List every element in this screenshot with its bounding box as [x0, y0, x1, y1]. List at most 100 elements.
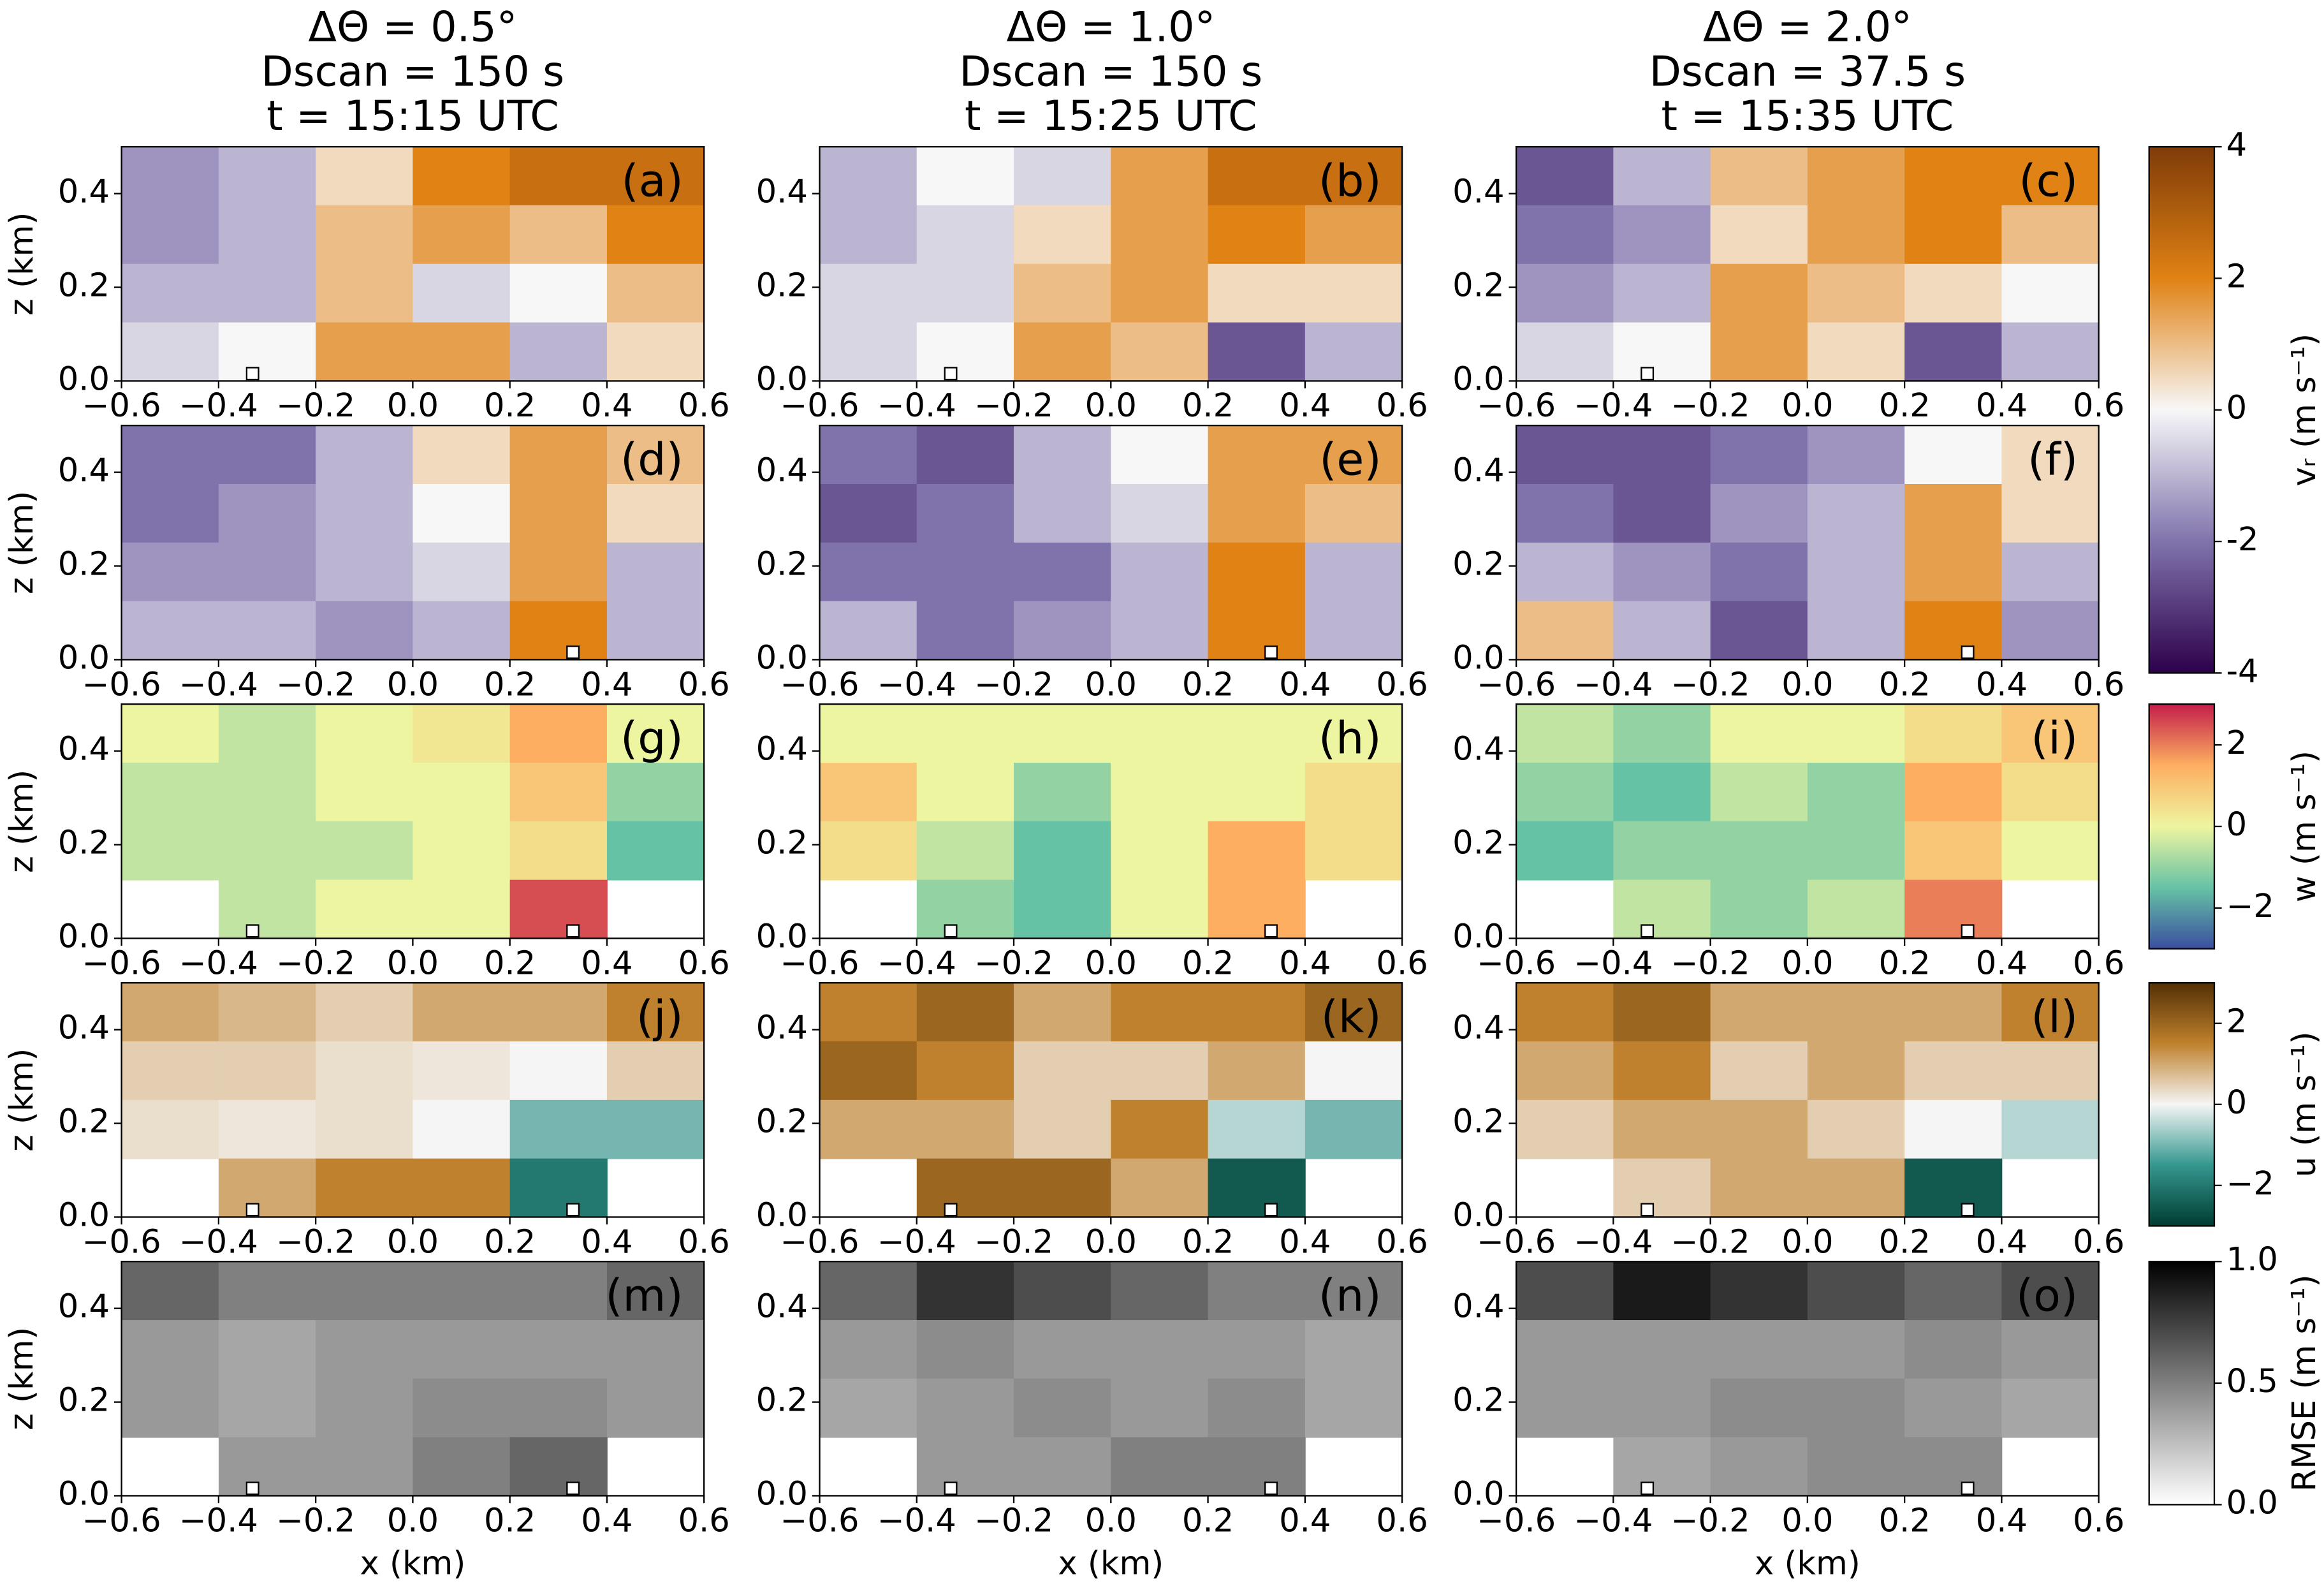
heat-cell — [413, 879, 511, 939]
heat-cell — [916, 425, 1014, 485]
x-tick-label: 0.4 — [581, 1223, 632, 1261]
radar-marker — [566, 1203, 580, 1217]
heat-cell — [916, 1378, 1014, 1438]
heat-cell — [1111, 1041, 1209, 1101]
colorbar — [2148, 703, 2216, 950]
heat-cell — [1516, 425, 1614, 485]
x-tick-label: 0.0 — [387, 1502, 439, 1539]
colorbar-tick-label: −2 — [2226, 1165, 2274, 1203]
y-tick-label: 0.2 — [756, 1382, 808, 1420]
heat-cell — [1904, 762, 2003, 822]
colorbar-tick-label: 4 — [2226, 126, 2247, 164]
y-tick-label: 0.0 — [1452, 639, 1504, 677]
x-tick-label: 0.2 — [1182, 666, 1234, 703]
heat-cell — [121, 1378, 219, 1438]
x-tick-label: 0.4 — [1279, 1502, 1331, 1539]
heat-cell — [1613, 1320, 1711, 1379]
heat-cell — [1111, 425, 1209, 485]
heat-cell — [606, 425, 705, 485]
heat-cell — [509, 425, 608, 485]
heat-cell — [606, 1099, 705, 1159]
panel-label: (f) — [2028, 434, 2078, 485]
x-tick-label: −0.2 — [974, 1502, 1053, 1539]
x-tick-label: 0.4 — [1279, 666, 1331, 703]
heat-cell — [916, 1261, 1014, 1321]
heat-cell — [218, 483, 317, 543]
y-tick-label: 0.2 — [58, 546, 110, 584]
heat-cell — [121, 1099, 219, 1159]
heat-cell — [819, 762, 917, 822]
heat-cell — [1613, 1158, 1711, 1218]
y-axis-label: z (km) — [3, 491, 41, 594]
colorbar-tick-label: 0.0 — [2226, 1484, 2278, 1522]
heat-cell — [413, 1437, 511, 1497]
y-tick-label: 0.0 — [1452, 1476, 1504, 1513]
heat-cell — [1613, 879, 1711, 939]
heat-cell — [1111, 704, 1209, 763]
heat-cell — [121, 983, 219, 1042]
y-axis-label: z (km) — [3, 770, 41, 873]
heat-cell — [1807, 821, 1906, 881]
radar-marker — [245, 924, 259, 938]
heat-cell — [509, 983, 608, 1042]
heat-cell — [509, 601, 608, 661]
heat-cell — [1807, 425, 1906, 485]
heat-cell — [1014, 205, 1112, 265]
heat-cell — [1305, 1041, 1403, 1101]
x-tick-label: 0.2 — [1878, 666, 1930, 703]
heat-cell — [121, 263, 219, 323]
y-tick-label: 0.0 — [756, 639, 808, 677]
heat-cell — [509, 483, 608, 543]
heat-cell — [606, 147, 705, 206]
heat-cell — [1904, 425, 2003, 485]
x-tick-label: −0.2 — [1671, 387, 1750, 425]
heat-cell — [1014, 425, 1112, 485]
heat-cell — [1710, 425, 1808, 485]
x-tick-label: 0.2 — [1182, 944, 1234, 982]
heat-cell — [1111, 1320, 1209, 1379]
heat-cell — [121, 601, 219, 661]
x-tick-label: −0.6 — [780, 1502, 859, 1539]
y-tick-label: 0.2 — [756, 1103, 808, 1141]
heat-cell — [606, 205, 705, 265]
panel-label: (o) — [2016, 1270, 2078, 1321]
x-tick-label: −0.2 — [1671, 944, 1750, 982]
x-tick-label: 0.4 — [1976, 1502, 2028, 1539]
heat-cell — [916, 1320, 1014, 1379]
panel-label: (k) — [1321, 991, 1382, 1043]
heat-cell — [1904, 483, 2003, 543]
heat-cell — [218, 425, 317, 485]
heat-cell — [1111, 879, 1209, 939]
heat-cell — [1613, 1261, 1711, 1321]
x-tick-label: 0.0 — [387, 944, 439, 982]
heat-cell — [1516, 983, 1614, 1042]
x-tick-label: −0.2 — [1671, 666, 1750, 703]
heat-cell — [2001, 704, 2100, 763]
heat-cell — [1208, 1261, 1306, 1321]
radar-marker — [944, 1481, 958, 1495]
x-tick-label: −0.6 — [82, 1223, 161, 1261]
x-tick-label: 0.0 — [1085, 387, 1137, 425]
heat-cell — [413, 322, 511, 382]
heat-cell — [121, 1041, 219, 1101]
heat-cell — [121, 762, 219, 822]
heat-cell — [606, 821, 705, 881]
heat-cell — [916, 542, 1014, 602]
radar-marker — [566, 924, 580, 938]
panel-label: (l) — [2031, 991, 2078, 1043]
heat-cell — [916, 821, 1014, 881]
heat-cell — [606, 601, 705, 661]
heat-cell — [1014, 1099, 1112, 1159]
heat-cell — [316, 1320, 414, 1379]
heat-cell — [2001, 1378, 2100, 1438]
heat-cell — [509, 1378, 608, 1438]
heat-cell — [916, 483, 1014, 543]
heat-cell — [1710, 147, 1808, 206]
heat-cell — [509, 821, 608, 881]
heat-cell — [1613, 147, 1711, 206]
x-tick-label: −0.4 — [1574, 666, 1653, 703]
x-axis-label: x (km) — [1058, 1545, 1164, 1583]
heat-cell — [413, 1041, 511, 1101]
heat-cell — [1516, 704, 1614, 763]
x-tick-label: 0.2 — [1878, 944, 1930, 982]
